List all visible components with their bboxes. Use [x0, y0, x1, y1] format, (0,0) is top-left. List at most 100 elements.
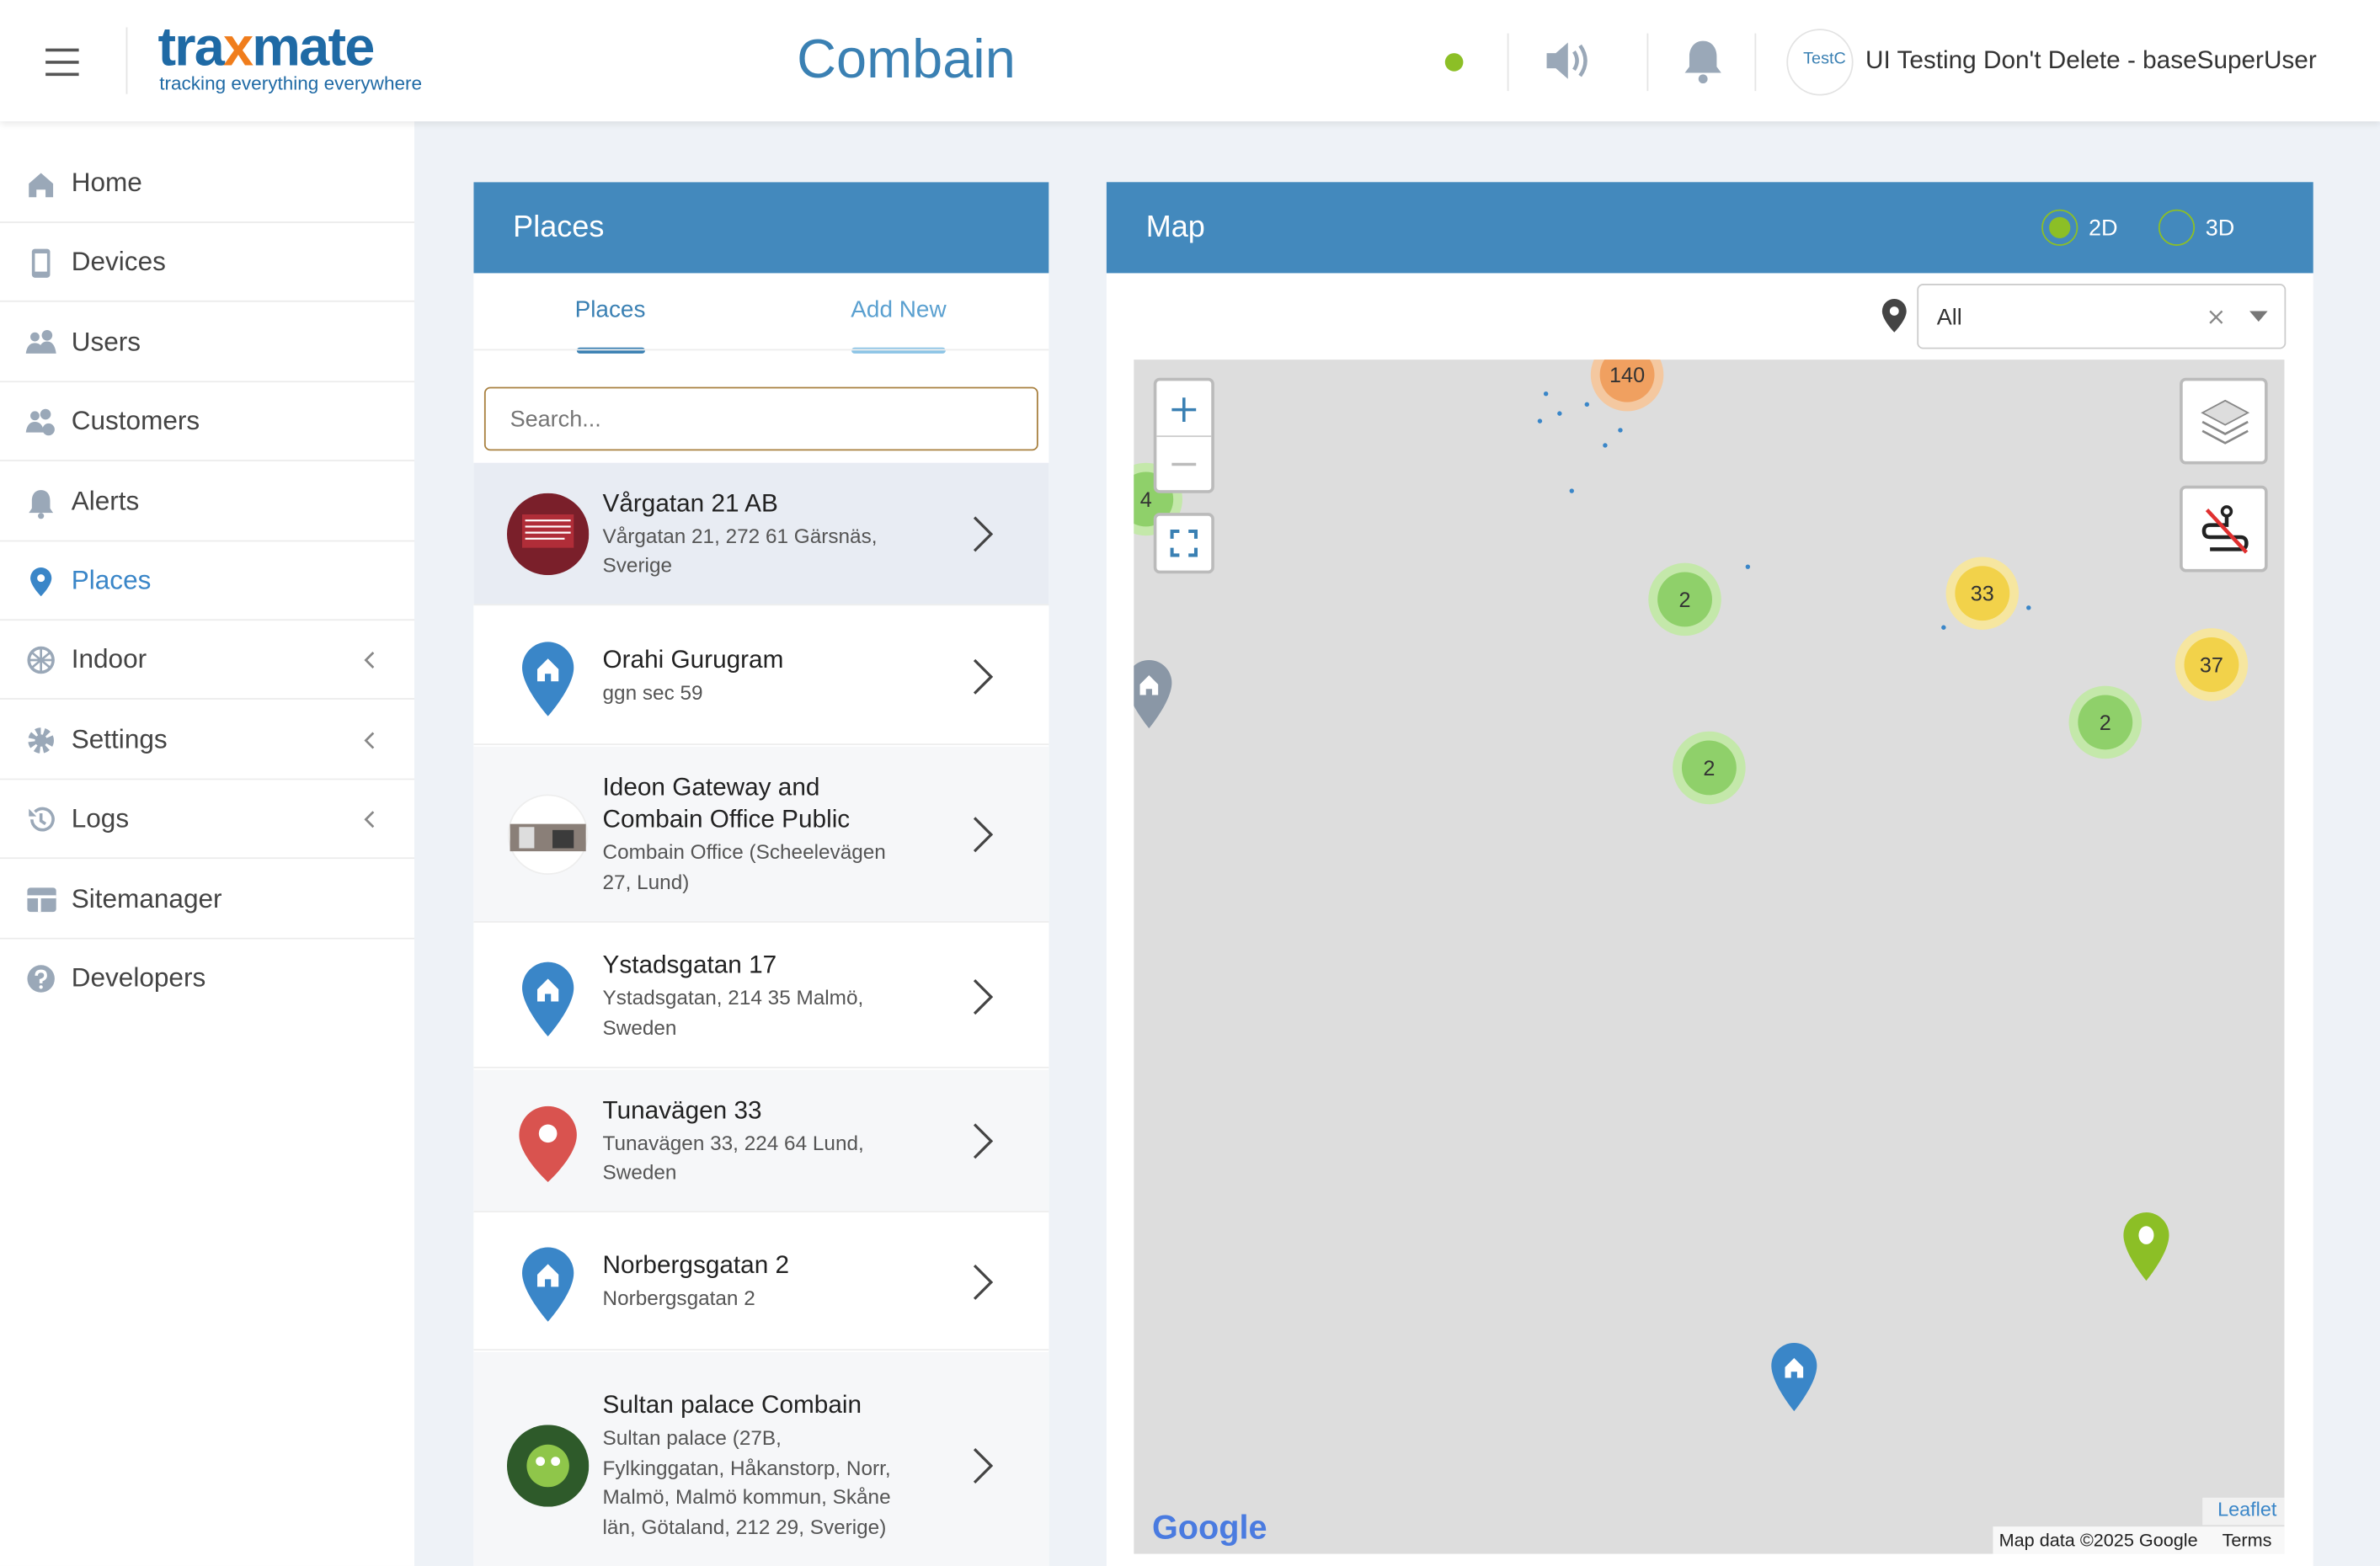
map-dot [1618, 428, 1623, 433]
menu-item[interactable]: Home [0, 144, 415, 223]
tab[interactable]: Places [504, 291, 716, 355]
filter-select[interactable]: All [1917, 284, 2287, 349]
place-address: Sultan palace (27B, Fylkinggatan, Håkans… [602, 1426, 891, 1538]
chevron [364, 732, 375, 749]
user-name[interactable]: UI Testing Don't Delete - baseSuperUser [1865, 46, 2317, 75]
chevron [973, 1123, 994, 1159]
chevron [364, 652, 375, 669]
place-item[interactable]: Sultan palace Combain Sultan palace (27B,… [473, 1351, 1049, 1566]
chevron [973, 658, 994, 694]
logo-part: x [222, 15, 253, 77]
divider [125, 27, 128, 94]
panel-header: Places [473, 182, 1049, 274]
tab[interactable]: Add New [792, 291, 1005, 355]
place-text: Ideon Gateway and Combain Office Public C… [603, 747, 906, 923]
menu-icon [29, 489, 54, 519]
cluster[interactable]: 37 [2175, 628, 2249, 701]
place-item[interactable]: Vårgatan 21 AB Vårgatan 21, 272 61 Gärsnä… [473, 462, 1049, 606]
place-name: Orahi Gurugram [602, 646, 784, 674]
divider [1646, 33, 1649, 92]
place-address: Tunavägen 33, 224 64 Lund, Sweden [602, 1131, 864, 1184]
menu-label: Places [71, 564, 152, 595]
route-button[interactable] [2180, 485, 2268, 573]
place-address: Norbergsgatan 2 [602, 1286, 755, 1310]
menu-item[interactable]: Developers [0, 940, 414, 1019]
filter-value: All [1936, 305, 1962, 331]
cluster-core [2184, 637, 2239, 692]
menu-item[interactable]: Settings [0, 700, 415, 780]
search-input[interactable] [483, 386, 1038, 451]
place-name: Ideon Gateway and Combain Office Public [602, 774, 851, 834]
tab-label: Add New [851, 297, 947, 323]
attribution: Map data ©2025 Google Terms [1993, 1526, 2285, 1554]
place-item[interactable]: Orahi Gurugram ggn sec 59 [473, 606, 1049, 745]
cluster[interactable]: 2 [2068, 685, 2143, 759]
place-icon [521, 641, 574, 716]
mode-label: 3D [2205, 215, 2235, 242]
radio-dot [2049, 216, 2071, 238]
menu-label: Alerts [71, 485, 140, 516]
place-icon [506, 1425, 590, 1507]
layers-button[interactable] [2180, 377, 2268, 465]
cluster[interactable]: 2 [1648, 562, 1721, 637]
cluster[interactable]: 33 [1945, 557, 2020, 630]
menu-icon [27, 647, 55, 674]
zoom-in[interactable] [1171, 396, 1198, 423]
panel-title: Places [513, 210, 605, 245]
map-marker [2123, 1212, 2169, 1281]
menu-label: Logs [71, 802, 130, 834]
place-name: Norbergsgatan 2 [602, 1252, 790, 1280]
chevron [973, 1448, 994, 1483]
layers-icon [2201, 399, 2250, 445]
map: 140 4 2 33 37 2 2 Google Leaflet Map data ©2025 G… [1134, 360, 2285, 1554]
cluster-count: 140 [1609, 362, 1646, 387]
menu-item[interactable]: Logs [0, 780, 415, 860]
place-item[interactable]: Ystadsgatan 17 Ystadsgatan, 214 35 Malmö,… [473, 924, 1049, 1068]
place-item[interactable]: Norbergsgatan 2 Norbergsgatan 2 [473, 1213, 1049, 1351]
place-text: Ystadsgatan 17 Ystadsgatan, 214 35 Malmö,… [603, 924, 906, 1068]
bell-icon [1684, 40, 1721, 84]
mode-label: 2D [2088, 215, 2118, 242]
place-item[interactable]: Ideon Gateway and Combain Office Public C… [473, 746, 1049, 923]
zoom-out[interactable] [1171, 450, 1198, 477]
place-icon [519, 1105, 577, 1182]
place-name: Ystadsgatan 17 [602, 951, 777, 979]
chevron [973, 978, 994, 1015]
leaflet-link[interactable]: Leaflet [2202, 1497, 2285, 1526]
map-panel: Map 2D 3D All 140 4 2 33 37 2 2 Google Leaflet Map da… [1106, 182, 2313, 1566]
menu-item[interactable]: Places [0, 541, 415, 621]
map-dot [1537, 418, 1543, 423]
menu-label: Indoor [71, 643, 147, 674]
cluster[interactable]: 140 [1590, 360, 1664, 412]
mode-radio[interactable]: 2D [2041, 209, 2148, 249]
menu-item[interactable]: Sitemanager [0, 860, 415, 939]
place-text: Vårgatan 21 AB Vårgatan 21, 272 61 Gärsnä… [603, 463, 906, 605]
menu-item[interactable]: Indoor [0, 621, 415, 700]
map-dot [1745, 564, 1751, 569]
place-address: ggn sec 59 [602, 680, 703, 704]
fullscreen-icon [1170, 530, 1198, 557]
menu-item[interactable]: Users [0, 303, 415, 382]
menu-item[interactable]: Alerts [0, 462, 415, 541]
route-icon [2201, 505, 2249, 554]
sidebar: Home Devices Users Customers Alerts Places Ind… [0, 121, 415, 1566]
mode-radio[interactable]: 3D [2158, 209, 2265, 249]
header: traxmate tracking everything everywhere Co… [0, 0, 2380, 122]
terms-link[interactable]: Terms [2222, 1529, 2272, 1551]
menu-item[interactable]: Customers [0, 383, 415, 462]
place-item[interactable]: Tunavägen 33 Tunavägen 33, 224 64 Lund, S… [473, 1069, 1049, 1213]
chevron [973, 516, 994, 552]
cluster-core [1955, 566, 2010, 621]
place-icon [507, 794, 589, 876]
menu-item[interactable]: Devices [0, 224, 415, 303]
menu-icon [29, 807, 55, 832]
logo-part: tra [157, 15, 224, 77]
cluster-count: 2 [1703, 755, 1716, 780]
map-dot [1584, 402, 1590, 407]
cluster[interactable]: 2 [1673, 731, 1746, 805]
clear-icon [2209, 310, 2223, 324]
filter-pin [1881, 299, 1907, 333]
fullscreen-button[interactable] [1153, 513, 1214, 574]
divider [1754, 33, 1757, 92]
